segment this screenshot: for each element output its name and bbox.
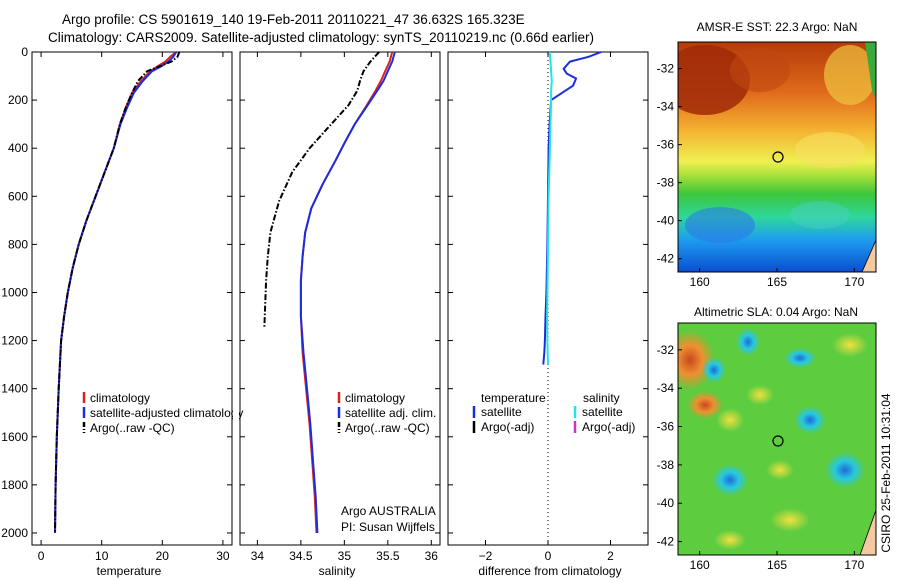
y-tick-label: 1200 (1, 334, 28, 348)
map-y-tick-label: -34 (657, 381, 675, 395)
y-tick-label: 0 (21, 45, 28, 59)
x-tick-label: −2 (479, 549, 493, 563)
header-line2: Climatology: CARS2009. Satellite-adjuste… (48, 30, 594, 45)
x-tick-label: 0 (545, 549, 552, 563)
legend-label-argo: Argo(..raw -QC) (90, 421, 175, 435)
sal-legend-label-argo: Argo(..raw -QC) (345, 421, 430, 435)
y-tick-label: 2000 (1, 526, 28, 540)
series-argo-raw-qc- (263, 51, 380, 329)
map-axes: 160 165 170 -32 -34 -36 -38 -40 -42 160 165 170 -32 -… (657, 62, 865, 572)
diff-legend-temp-header: temperature (481, 391, 546, 405)
series-satellite-adj-clim- (299, 51, 396, 534)
x-tick-label: 34 (251, 549, 265, 563)
sla-map-title: Altimetric SLA: 0.04 Argo: NaN (694, 305, 858, 319)
salinity-panel (239, 51, 441, 546)
map-y-tick-label: -32 (657, 62, 675, 76)
salinity-plot: 34 34.5 35 35.5 36 (240, 51, 440, 563)
sst-argo-marker (772, 151, 784, 163)
map-y-tick-label: -42 (657, 252, 675, 266)
x-tick-label: 0 (38, 549, 45, 563)
x-tick-label: 34.5 (289, 549, 313, 563)
side-timestamp-text: CSIRO 25-Feb-2011 10:31:04 (879, 393, 893, 553)
difference-plot: −2 0 2 (448, 51, 648, 563)
map-y-tick-label: -40 (657, 214, 675, 228)
sal-legend-label-clim: climatology (345, 391, 405, 405)
series-argo-raw-qc- (54, 51, 181, 534)
diff-legend-temp-argo-label: Argo(-adj) (481, 420, 534, 434)
temperature-legend: climatology satellite-adjusted climatolo… (82, 391, 243, 435)
side-timestamp: CSIRO 25-Feb-2011 10:31:04 (879, 393, 893, 553)
map-x-tick-label: 160 (690, 275, 710, 289)
x-tick-label: 10 (95, 549, 109, 563)
diff-legend-sal-sat-label: satellite (582, 405, 623, 419)
map-y-tick-label: -40 (657, 496, 675, 510)
temperature-panel (31, 51, 233, 546)
sal-legend-label-sat: satellite adj. clim. (345, 406, 436, 420)
map-y-tick-label: -36 (657, 420, 675, 434)
sst-map-title: AMSR-E SST: 22.3 Argo: NaN (697, 20, 858, 34)
sla-map-field (678, 323, 876, 555)
map-y-tick-label: -42 (657, 535, 675, 549)
map-y-tick-label: -38 (657, 458, 675, 472)
map-y-tick-label: -38 (657, 176, 675, 190)
diff-legend-sal-argo-label: Argo(-adj) (582, 420, 635, 434)
y-tick-label: 1000 (1, 285, 28, 299)
x-tick-label: 36 (425, 549, 439, 563)
x-tick-label: 35.5 (376, 549, 400, 563)
difference-xlabel: difference from climatology (478, 564, 621, 578)
difference-legend: temperature satellite Argo(-adj) salinit… (472, 391, 635, 434)
y-tick-label: 400 (8, 141, 28, 155)
legend-label-satellite: satellite-adjusted climatology (90, 406, 243, 420)
temperature-xlabel: temperature (97, 564, 162, 578)
map-x-tick-label: 170 (844, 275, 864, 289)
y-tick-label: 1800 (1, 478, 28, 492)
map-y-tick-label: -32 (657, 343, 675, 357)
map-y-tick-label: -36 (657, 138, 675, 152)
legend-label-climatology: climatology (90, 391, 150, 405)
pi-label: PI: Susan Wijffels (341, 520, 435, 534)
sla-argo-marker (772, 435, 784, 447)
panel-gap-mask (233, 405, 239, 420)
y-tick-label: 600 (8, 189, 28, 203)
salinity-xlabel: salinity (319, 564, 356, 578)
argo-program-label: Argo AUSTRALIA (341, 504, 436, 518)
diff-legend-temp-sat-label: satellite (481, 405, 522, 419)
x-tick-label: 30 (216, 549, 230, 563)
map-x-tick-label: 170 (844, 558, 864, 572)
sst-map-field (678, 42, 876, 272)
x-tick-label: 20 (156, 549, 170, 563)
header-line1: Argo profile: CS 5901619_140 19-Feb-2011… (62, 12, 525, 27)
salinity-legend: climatology satellite adj. clim. Argo(..… (337, 391, 436, 435)
map-x-tick-label: 160 (690, 558, 710, 572)
y-tick-label: 200 (8, 93, 28, 107)
y-tick-label: 1400 (1, 382, 28, 396)
series-salinity-satellite (546, 51, 553, 365)
diff-legend-sal-header: salinity (583, 391, 620, 405)
map-x-tick-label: 165 (767, 558, 787, 572)
x-tick-label: 2 (607, 549, 614, 563)
map-y-tick-label: -34 (657, 100, 675, 114)
y-tick-label: 800 (8, 237, 28, 251)
y-tick-label: 1600 (1, 430, 28, 444)
temperature-plot: 0 10 20 30 0 200 400 600 800 1000 1200 1400 1600 1800… (1, 45, 232, 563)
map-x-tick-label: 165 (767, 275, 787, 289)
x-tick-label: 35 (338, 549, 352, 563)
